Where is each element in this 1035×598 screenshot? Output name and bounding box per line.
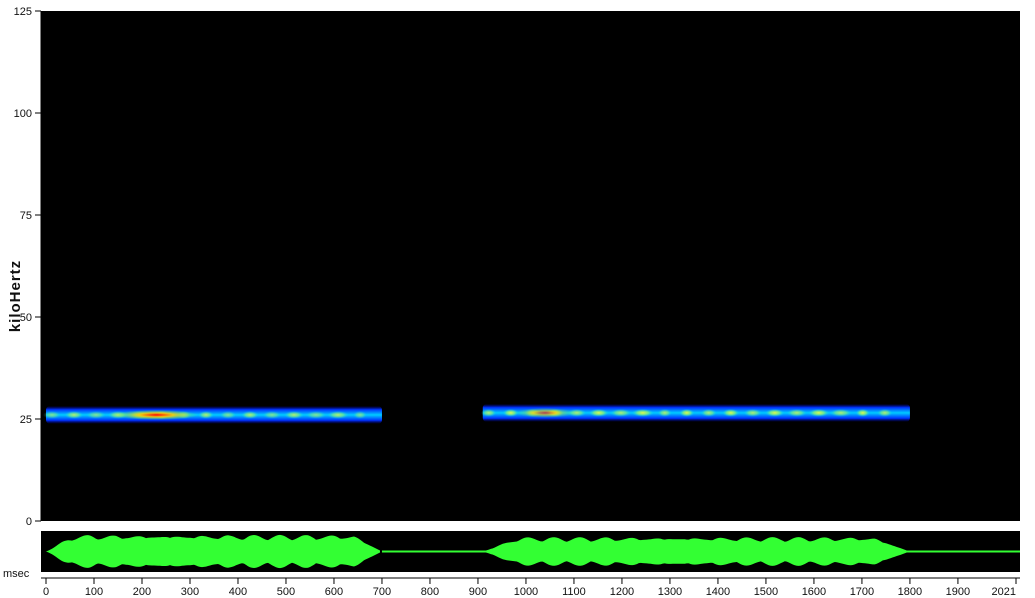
x-tick-label: 1200 <box>610 586 634 598</box>
call-band-texture <box>86 410 106 419</box>
y-tick-label: 100 <box>14 108 32 120</box>
call-band-texture <box>786 408 807 417</box>
x-tick-label: 200 <box>133 586 151 598</box>
call-band-texture <box>631 408 654 417</box>
call-band-texture <box>679 408 695 417</box>
x-tick-label: 400 <box>229 586 247 598</box>
x-tick-label: 1300 <box>658 586 682 598</box>
call-band-texture <box>808 408 830 417</box>
x-tick-label: 300 <box>181 586 199 598</box>
x-axis: 0 100 200 300 400 500 600 700 800 900 1000 1100 1200… <box>41 577 1020 598</box>
oscillogram-segment <box>46 534 380 569</box>
x-tick-label: 600 <box>325 586 343 598</box>
x-tick-label: 1100 <box>562 586 586 598</box>
call-band-texture <box>829 408 852 417</box>
call-band-peak <box>114 409 199 420</box>
call-band-texture <box>198 410 214 419</box>
y-tick-label: 50 <box>20 312 32 324</box>
call-band-body <box>482 403 910 422</box>
x-tick-label: 2021 <box>992 586 1016 598</box>
x-tick-label: 900 <box>469 586 487 598</box>
y-axis-title: kiloHertz <box>7 260 24 332</box>
call-band-texture <box>722 408 740 417</box>
call-band <box>43 405 382 424</box>
call-band-texture <box>262 410 282 419</box>
oscillogram-segment <box>482 537 909 566</box>
x-tick-label: 1600 <box>802 586 826 598</box>
x-tick-label: 1000 <box>514 586 538 598</box>
x-tick-label: 100 <box>85 586 103 598</box>
call-band-texture <box>502 408 519 417</box>
spectrogram-plot-area <box>41 11 1020 521</box>
call-band-texture <box>327 410 349 419</box>
y-tick-label: 75 <box>20 210 32 222</box>
call-band-texture <box>284 410 304 419</box>
call-bands <box>43 403 910 424</box>
x-tick-label: 800 <box>421 586 439 598</box>
y-axis: 0 25 50 75 100 125 <box>14 6 42 528</box>
call-band-texture <box>481 408 497 417</box>
oscillogram <box>46 534 1020 569</box>
call-band-texture <box>657 408 672 417</box>
call-band-texture <box>855 408 870 417</box>
call-band-texture <box>610 408 632 417</box>
call-band-texture <box>43 410 61 419</box>
x-tick-label: 0 <box>43 586 49 598</box>
call-band <box>481 403 910 422</box>
call-band-texture <box>305 410 327 419</box>
y-tick-label: 0 <box>26 516 32 528</box>
call-band-texture <box>743 408 762 417</box>
y-tick-label: 125 <box>14 6 32 18</box>
call-band-texture <box>700 408 717 417</box>
call-band-texture <box>765 408 785 417</box>
call-band-texture <box>353 410 367 419</box>
call-band-texture <box>877 408 893 417</box>
x-tick-label: 1800 <box>898 586 922 598</box>
x-tick-label: 1900 <box>946 586 970 598</box>
x-unit-label: msec <box>3 568 30 580</box>
x-tick-label: 1700 <box>850 586 874 598</box>
x-tick-label: 500 <box>277 586 295 598</box>
call-band-peak <box>515 407 575 418</box>
call-band-texture <box>588 408 609 417</box>
call-band-texture <box>64 410 84 419</box>
call-band-texture <box>241 410 259 419</box>
x-tick-label: 1500 <box>754 586 778 598</box>
y-tick-label: 25 <box>20 414 32 426</box>
x-tick-label: 1400 <box>706 586 730 598</box>
call-band-texture <box>219 410 237 419</box>
x-tick-label: 700 <box>373 586 391 598</box>
